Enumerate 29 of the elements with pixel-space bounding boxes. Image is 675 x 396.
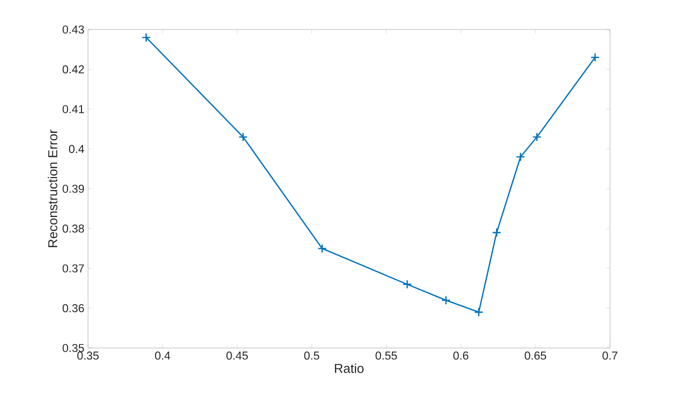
point (474, 308, 484, 317)
x-tick-label: 0.65 (524, 352, 546, 360)
point (142, 32, 151, 42)
point (492, 228, 502, 238)
y-tick-label: 0.35 (62, 344, 84, 352)
point (590, 52, 600, 62)
y-tick-label: 0.36 (62, 304, 84, 312)
y-tick-label: 0.39 (62, 184, 84, 193)
y-axis-title: Reconstruction Error (48, 130, 58, 248)
y-tick-label: 0.38 (62, 224, 84, 233)
x-tick-label: 0.6 (453, 352, 468, 360)
y-tick-label: 0.37 (62, 264, 84, 272)
point (516, 152, 526, 162)
point (402, 280, 412, 289)
y-tick-label: 0.43 (62, 25, 84, 34)
point (532, 132, 542, 142)
x-tick-label: 0.45 (226, 352, 248, 360)
point (441, 296, 451, 305)
y-tick-label: 0.41 (62, 105, 84, 114)
x-axis-title: Ratio (334, 363, 364, 373)
x-tick-label: 0.7 (602, 352, 618, 360)
point (318, 244, 327, 254)
x-tick-label: 0.5 (304, 352, 320, 360)
x-tick-label: 0.35 (77, 352, 99, 360)
x-tick-label: 0.4 (155, 352, 170, 360)
x-tick-label: 0.55 (376, 352, 397, 360)
y-tick-label: 0.4 (69, 144, 84, 153)
y-tick-label: 0.42 (62, 65, 84, 74)
point (238, 132, 248, 142)
